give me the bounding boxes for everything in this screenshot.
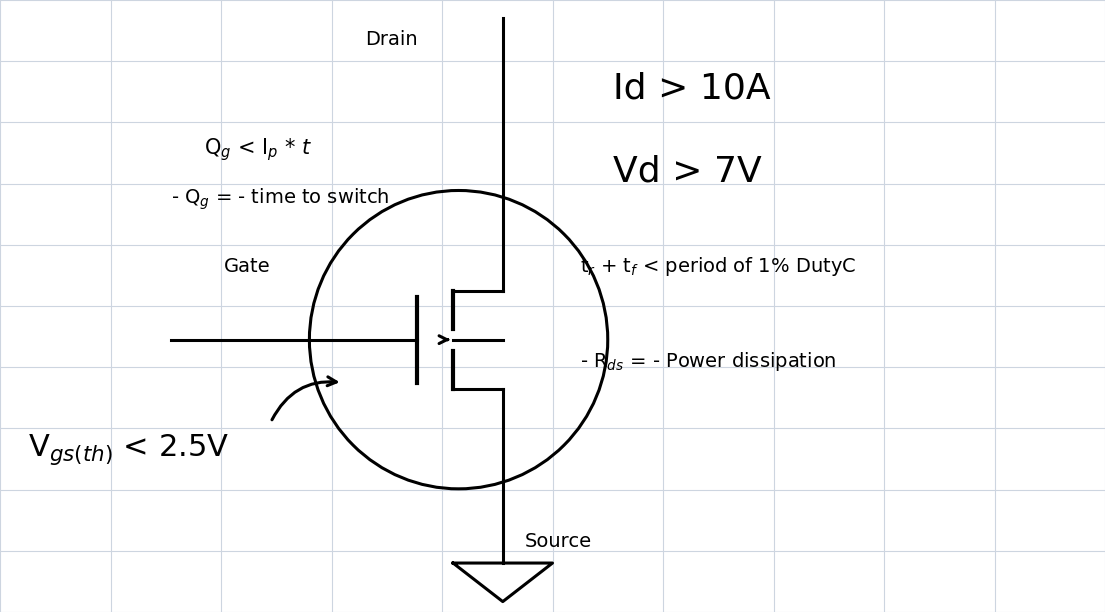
Text: - R$_{ds}$ = - Power dissipation: - R$_{ds}$ = - Power dissipation xyxy=(580,349,836,373)
Text: V$_{gs(th)}$ < 2.5V: V$_{gs(th)}$ < 2.5V xyxy=(28,432,229,468)
Text: Id > 10A: Id > 10A xyxy=(613,72,771,106)
Text: Q$_g$ < I$_p$ * $t$: Q$_g$ < I$_p$ * $t$ xyxy=(204,136,313,163)
Text: t$_r$ + t$_f$ < period of 1% DutyC: t$_r$ + t$_f$ < period of 1% DutyC xyxy=(580,255,856,278)
Text: Drain: Drain xyxy=(365,30,418,49)
Text: Vd > 7V: Vd > 7V xyxy=(613,154,762,188)
Text: Gate: Gate xyxy=(224,256,271,276)
Text: - Q$_g$ = - time to switch: - Q$_g$ = - time to switch xyxy=(171,186,390,212)
Text: Source: Source xyxy=(525,532,592,551)
